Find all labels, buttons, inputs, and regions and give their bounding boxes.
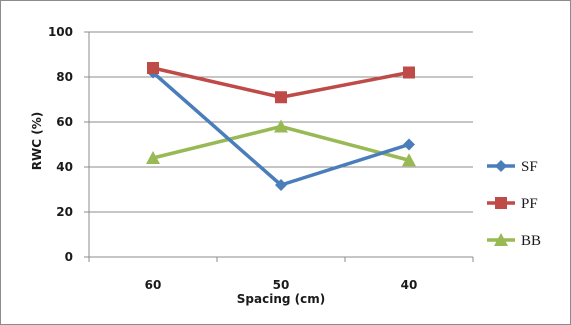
data-point: [275, 91, 287, 104]
data-point: [147, 62, 159, 74]
x-tick-labels: 60 50 40: [145, 278, 418, 292]
y-tick-labels: 0 20 40 60 80 100: [48, 25, 73, 264]
x-tick-label: 50: [273, 278, 290, 292]
legend-marker: [494, 233, 508, 246]
data-point: [146, 151, 160, 164]
legend-marker: [495, 160, 507, 172]
legend-label: PF: [521, 196, 538, 212]
y-tick-label: 20: [56, 205, 73, 219]
series-lines: [146, 62, 416, 191]
legend-label: BB: [521, 233, 541, 249]
data-point: [403, 138, 415, 151]
data-point: [274, 119, 288, 133]
y-axis-title: RWC (%): [30, 112, 44, 170]
y-tick-label: 40: [56, 160, 73, 174]
data-point: [402, 153, 416, 167]
legend-entry-pf: PF: [487, 196, 538, 212]
x-tick-label: 60: [145, 278, 162, 292]
y-tick-label: 0: [65, 250, 73, 264]
data-point: [275, 179, 287, 191]
axes: [84, 31, 474, 262]
data-point: [403, 66, 415, 79]
y-tick-label: 60: [56, 115, 73, 129]
legend-entry-sf: SF: [487, 159, 538, 175]
legend-label: SF: [521, 159, 538, 175]
legend: SF PF BB: [487, 159, 541, 249]
x-tick-label: 40: [401, 278, 418, 292]
y-tick-label: 100: [48, 25, 73, 39]
series-pf: [147, 62, 415, 104]
x-axis-title: Spacing (cm): [237, 292, 325, 306]
legend-entry-bb: BB: [487, 233, 541, 249]
y-tick-label: 80: [56, 70, 73, 84]
series-bb: [146, 119, 416, 167]
legend-marker: [495, 197, 507, 209]
